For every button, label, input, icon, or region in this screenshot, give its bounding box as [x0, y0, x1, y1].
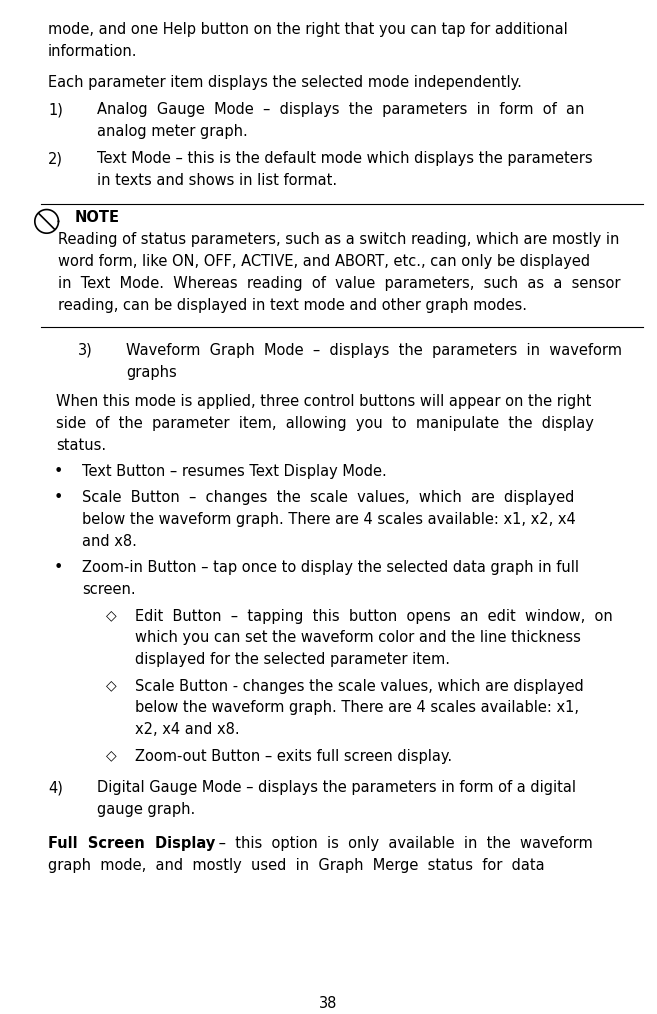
Text: 4): 4)	[48, 781, 63, 795]
Text: in  Text  Mode.  Whereas  reading  of  value  parameters,  such  as  a  sensor: in Text Mode. Whereas reading of value p…	[58, 276, 620, 291]
Text: •: •	[54, 561, 63, 575]
Text: word form, like ON, OFF, ACTIVE, and ABORT, etc., can only be displayed: word form, like ON, OFF, ACTIVE, and ABO…	[58, 255, 590, 269]
Text: gauge graph.: gauge graph.	[97, 802, 196, 817]
Text: –  this  option  is  only  available  in  the  waveform: – this option is only available in the w…	[214, 837, 593, 851]
Text: reading, can be displayed in text mode and other graph modes.: reading, can be displayed in text mode a…	[58, 298, 527, 313]
Text: •: •	[54, 464, 63, 480]
Text: screen.: screen.	[82, 582, 136, 597]
Text: Edit  Button  –  tapping  this  button  opens  an  edit  window,  on: Edit Button – tapping this button opens …	[135, 608, 612, 624]
Text: Zoom-in Button – tap once to display the selected data graph in full: Zoom-in Button – tap once to display the…	[82, 561, 579, 575]
Text: below the waveform graph. There are 4 scales available: x1, x2, x4: below the waveform graph. There are 4 sc…	[82, 512, 576, 527]
Text: and x8.: and x8.	[82, 534, 137, 550]
Text: displayed for the selected parameter item.: displayed for the selected parameter ite…	[135, 652, 449, 667]
Text: Each parameter item displays the selected mode independently.: Each parameter item displays the selecte…	[48, 75, 522, 90]
Text: NOTE: NOTE	[74, 211, 119, 225]
Text: Text Mode – this is the default mode which displays the parameters: Text Mode – this is the default mode whi…	[97, 151, 593, 166]
Text: Waveform  Graph  Mode  –  displays  the  parameters  in  waveform: Waveform Graph Mode – displays the param…	[126, 343, 622, 358]
Text: graph  mode,  and  mostly  used  in  Graph  Merge  status  for  data: graph mode, and mostly used in Graph Mer…	[48, 858, 545, 873]
Text: Scale  Button  –  changes  the  scale  values,  which  are  displayed: Scale Button – changes the scale values,…	[82, 491, 574, 505]
Text: x2, x4 and x8.: x2, x4 and x8.	[135, 722, 239, 737]
Text: 3): 3)	[78, 343, 92, 358]
Text: side  of  the  parameter  item,  allowing  you  to  manipulate  the  display: side of the parameter item, allowing you…	[56, 416, 594, 431]
Text: below the waveform graph. There are 4 scales available: x1,: below the waveform graph. There are 4 sc…	[135, 701, 579, 716]
Text: graphs: graphs	[126, 365, 177, 379]
Text: Full  Screen  Display: Full Screen Display	[48, 837, 215, 851]
Text: Zoom-out Button – exits full screen display.: Zoom-out Button – exits full screen disp…	[135, 748, 452, 764]
Text: in texts and shows in list format.: in texts and shows in list format.	[97, 173, 337, 189]
Text: Reading of status parameters, such as a switch reading, which are mostly in: Reading of status parameters, such as a …	[58, 232, 619, 247]
Text: analog meter graph.: analog meter graph.	[97, 124, 248, 139]
Text: Text Button – resumes Text Display Mode.: Text Button – resumes Text Display Mode.	[82, 464, 387, 480]
Text: ◇: ◇	[106, 678, 117, 693]
Text: When this mode is applied, three control buttons will appear on the right: When this mode is applied, three control…	[56, 394, 591, 410]
Text: 38: 38	[319, 996, 338, 1011]
Text: ◇: ◇	[106, 748, 117, 763]
Text: mode, and one Help button on the right that you can tap for additional: mode, and one Help button on the right t…	[48, 22, 568, 38]
Text: •: •	[54, 491, 63, 505]
Text: 2): 2)	[48, 151, 63, 166]
Text: Analog  Gauge  Mode  –  displays  the  parameters  in  form  of  an: Analog Gauge Mode – displays the paramet…	[97, 102, 585, 118]
Text: Scale Button - changes the scale values, which are displayed: Scale Button - changes the scale values,…	[135, 678, 583, 694]
Text: which you can set the waveform color and the line thickness: which you can set the waveform color and…	[135, 631, 581, 646]
Text: information.: information.	[48, 45, 137, 59]
Text: Digital Gauge Mode – displays the parameters in form of a digital: Digital Gauge Mode – displays the parame…	[97, 781, 576, 795]
Text: ◇: ◇	[106, 608, 117, 623]
Text: 1): 1)	[48, 102, 63, 118]
Text: status.: status.	[56, 438, 106, 453]
